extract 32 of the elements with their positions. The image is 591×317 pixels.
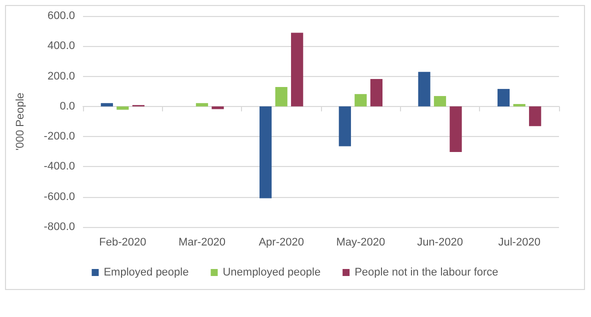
- y-tick-label: -400.0: [44, 160, 75, 173]
- bar: [196, 103, 208, 106]
- bar: [370, 79, 382, 106]
- bar: [260, 106, 272, 198]
- legend-label: Unemployed people: [222, 266, 321, 278]
- y-tick-label: -200.0: [44, 130, 75, 143]
- bar: [212, 106, 224, 110]
- bar: [450, 106, 462, 152]
- x-tick-label: Feb-2020: [99, 236, 146, 248]
- x-tick-label: May-2020: [336, 236, 386, 248]
- bar: [100, 103, 113, 106]
- bar: [354, 94, 367, 106]
- bar: [529, 106, 542, 126]
- bar: [418, 72, 430, 106]
- x-tick-label: Jun-2020: [417, 236, 463, 248]
- y-tick-label: -600.0: [44, 190, 75, 203]
- legend-label: People not in the labour force: [354, 266, 498, 278]
- y-tick-label: 600.0: [47, 10, 75, 22]
- y-tick-label: 200.0: [47, 70, 75, 82]
- y-tick-label: 0.0: [60, 100, 75, 112]
- legend-label: Employed people: [104, 266, 189, 278]
- bar: [338, 106, 351, 146]
- x-tick-label: Mar-2020: [178, 236, 226, 248]
- y-tick-label: 400.0: [47, 40, 75, 52]
- bar: [291, 32, 304, 106]
- x-tick-label: Jul-2020: [498, 236, 540, 248]
- bar: [434, 96, 446, 106]
- bar: [275, 86, 288, 106]
- y-axis-title: '000 People: [14, 92, 26, 150]
- y-tick-label: -800.0: [44, 221, 75, 233]
- x-tick-label: Apr-2020: [258, 236, 304, 248]
- bar: [498, 88, 510, 106]
